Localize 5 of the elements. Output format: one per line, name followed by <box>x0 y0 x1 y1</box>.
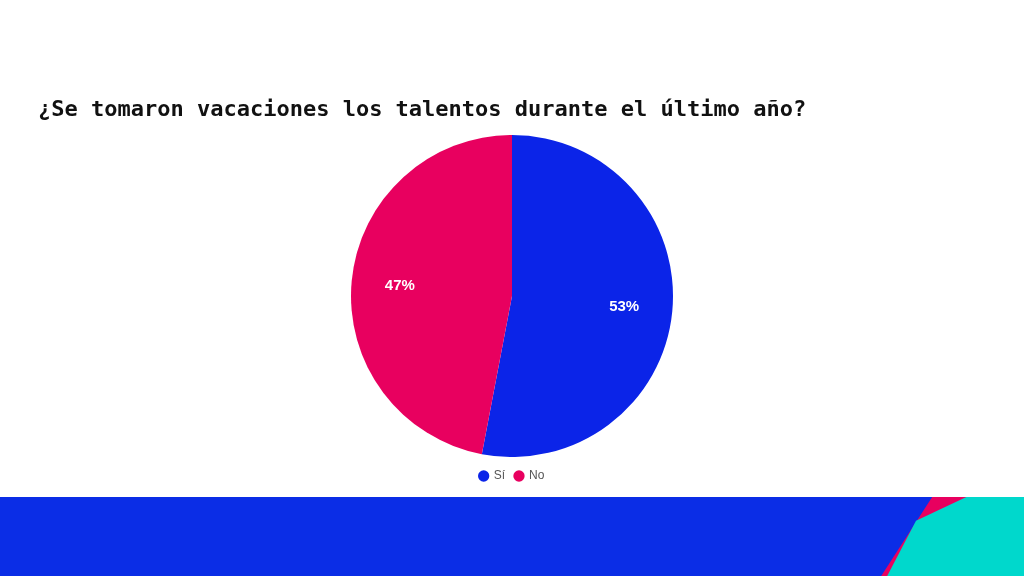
legend-label: Sí <box>493 468 506 483</box>
data-label: 53% <box>609 296 640 314</box>
data-label: 47% <box>384 275 415 293</box>
chart-title: ¿Se tomaron vacaciones los talentos durante el último año? <box>38 96 807 121</box>
legend-label: No <box>529 468 545 483</box>
